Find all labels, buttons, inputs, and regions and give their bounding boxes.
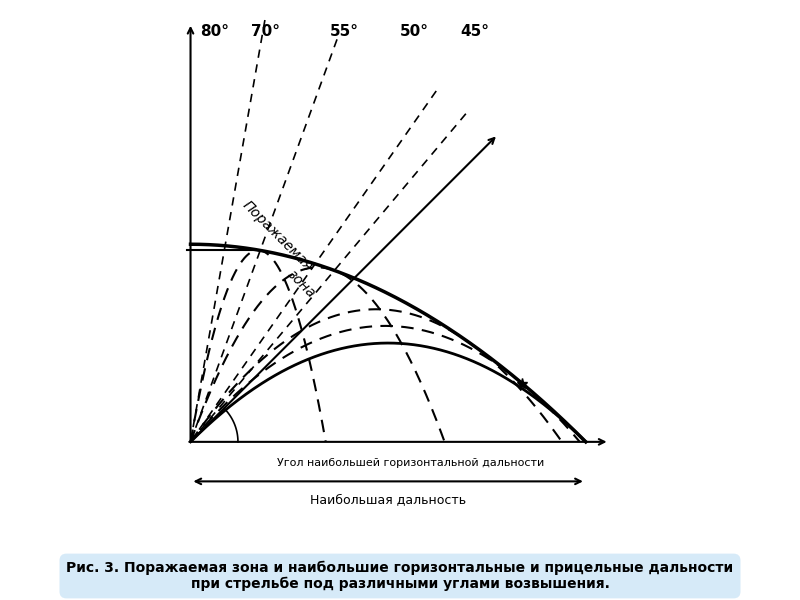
Text: 70°: 70° [251,24,280,39]
Text: 50°: 50° [399,24,428,39]
Text: Наибольшая дальность: Наибольшая дальность [310,493,466,506]
Text: Поражаемая: Поражаемая [240,199,315,274]
Text: 80°: 80° [200,24,229,39]
Text: 55°: 55° [330,24,359,39]
Text: зона: зона [284,267,318,301]
Text: Рис. 3. Поражаемая зона и наибольшие горизонтальные и прицельные дальности
при с: Рис. 3. Поражаемая зона и наибольшие гор… [66,560,734,592]
Text: Угол наибольшей горизонтальной дальности: Угол наибольшей горизонтальной дальности [278,458,545,467]
Text: 45°: 45° [461,24,490,39]
